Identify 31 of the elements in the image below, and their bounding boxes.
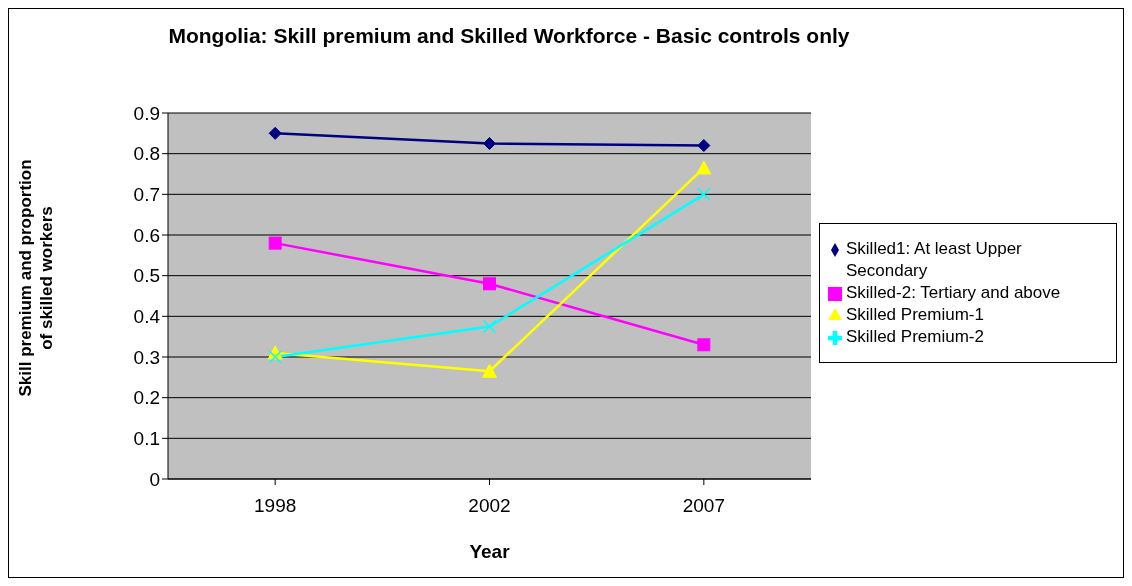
y-tick-label: 0.8 <box>133 143 160 165</box>
x-tick-label: 2002 <box>468 495 511 517</box>
point <box>483 277 496 291</box>
y-tick-label: 0.5 <box>133 265 160 287</box>
point <box>482 363 497 378</box>
x-tick-label: 2007 <box>682 495 725 517</box>
y-axis-title: Skill premium and proportion of skilled workers <box>16 159 56 397</box>
y-tick-label: 0.2 <box>133 387 160 409</box>
x-axis-title: Year <box>469 541 511 563</box>
y-tick-label: 0 <box>149 468 160 490</box>
point <box>268 236 282 250</box>
point <box>696 160 712 175</box>
chart-title: Mongolia: Skill premium and Skilled Workforce - Basic controls only <box>167 23 851 49</box>
point <box>268 350 282 364</box>
legend-label: Skilled Premium-2 <box>846 326 985 348</box>
y-tick-label: 0.9 <box>133 102 160 124</box>
y-tick-label: 0.6 <box>133 224 160 246</box>
point <box>483 137 496 150</box>
point <box>697 139 711 153</box>
point <box>697 187 711 202</box>
y-tick-label: 0.3 <box>133 346 160 368</box>
point <box>697 338 711 352</box>
legend-label: Skilled Premium-1 <box>846 304 985 326</box>
point <box>268 126 282 140</box>
point <box>482 319 497 334</box>
y-tick-label: 0.7 <box>133 184 160 206</box>
legend-label: Skilled-2: Tertiary and above <box>846 282 1061 304</box>
y-tick-label: 0.1 <box>133 428 160 450</box>
y-tick-label: 0.4 <box>133 306 161 328</box>
x-tick-label: 1998 <box>254 495 297 517</box>
legend-label: Skilled1: At least Upper Secondary <box>846 238 1023 282</box>
